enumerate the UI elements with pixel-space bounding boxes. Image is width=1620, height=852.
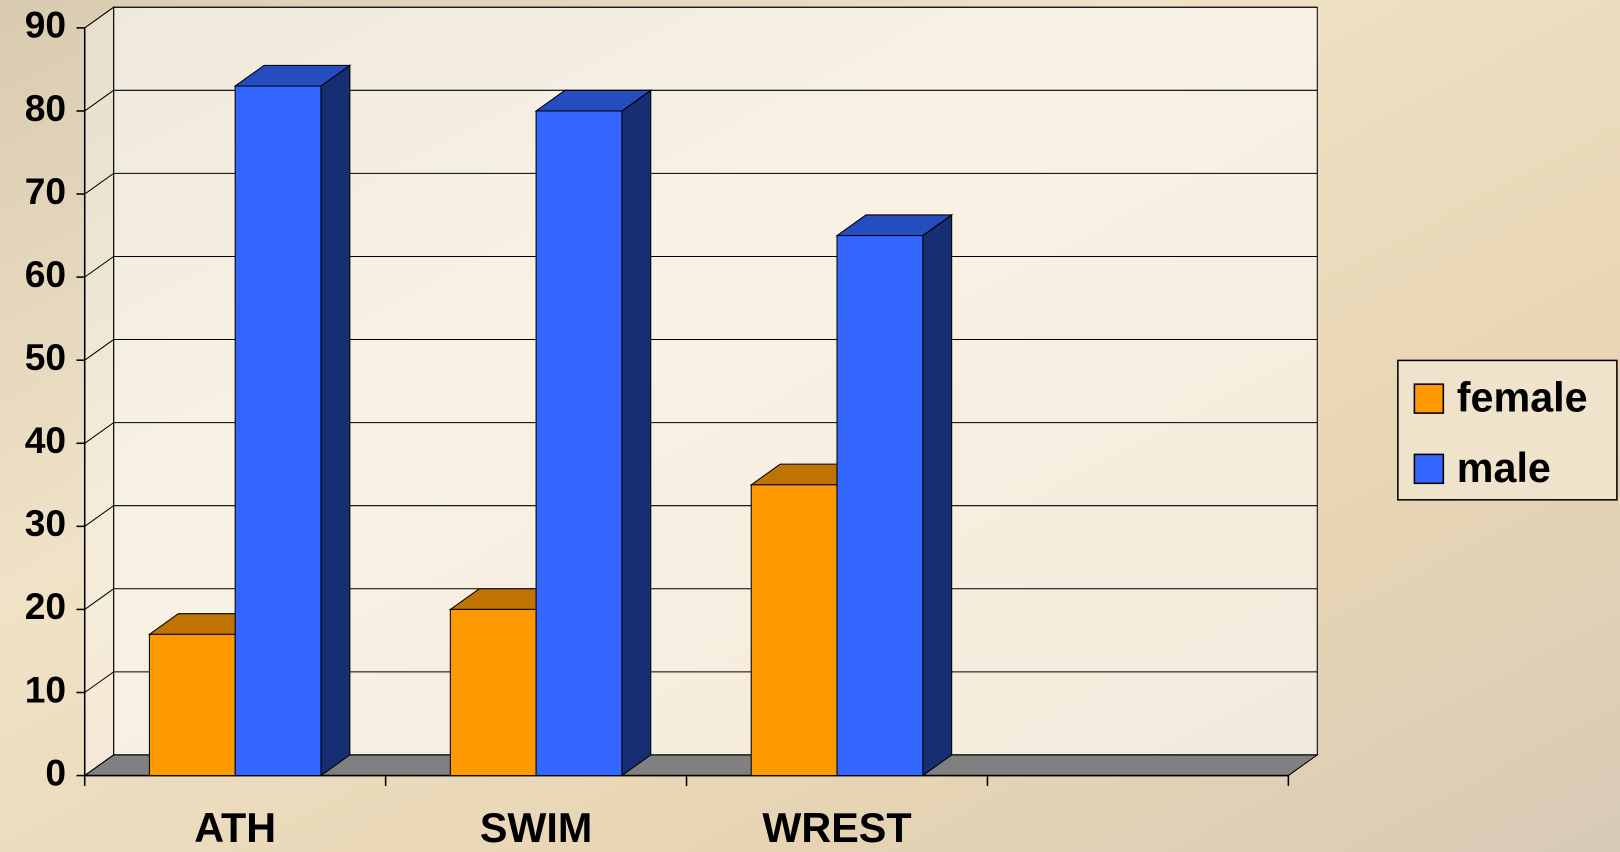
x-tick-label: SWIM — [480, 805, 592, 851]
y-tick-label: 50 — [25, 336, 66, 378]
legend-swatch — [1414, 384, 1443, 413]
legend-label: female — [1457, 375, 1588, 421]
y-tick-label: 80 — [25, 87, 66, 129]
y-tick-label: 20 — [25, 585, 66, 627]
side-wall — [85, 7, 114, 775]
page: {"chart_data": {"type": "bar3d", "catego… — [0, 0, 1620, 852]
bar-side — [622, 90, 651, 775]
bar-front — [837, 236, 923, 776]
bar-front — [149, 634, 235, 775]
bar-side — [923, 215, 952, 776]
y-tick-label: 90 — [25, 4, 66, 46]
y-tick-label: 60 — [25, 253, 66, 295]
legend: female male — [1398, 360, 1617, 499]
bar-front — [536, 111, 622, 776]
y-tick-label: 10 — [25, 668, 66, 710]
bar — [235, 65, 350, 775]
bar — [837, 215, 952, 776]
bar-front — [751, 485, 837, 776]
y-tick-label: 0 — [45, 751, 66, 793]
plot-area: 0 10 20 30 40 50 60 70 80 90 ATH SWIM WREST — [25, 4, 1318, 852]
bar-front — [235, 86, 321, 776]
bar-front — [450, 609, 536, 775]
y-tick-label: 40 — [25, 419, 66, 461]
x-tick-label: WREST — [762, 805, 911, 851]
bar-side — [321, 65, 350, 775]
x-tick-label: ATH — [194, 805, 276, 851]
legend-label: male — [1457, 445, 1551, 491]
legend-swatch — [1414, 454, 1443, 483]
y-tick-label: 30 — [25, 502, 66, 544]
bar — [536, 90, 651, 775]
chart: 0 10 20 30 40 50 60 70 80 90 ATH SWIM WREST female ma… — [0, 0, 1620, 852]
y-tick-label: 70 — [25, 170, 66, 212]
